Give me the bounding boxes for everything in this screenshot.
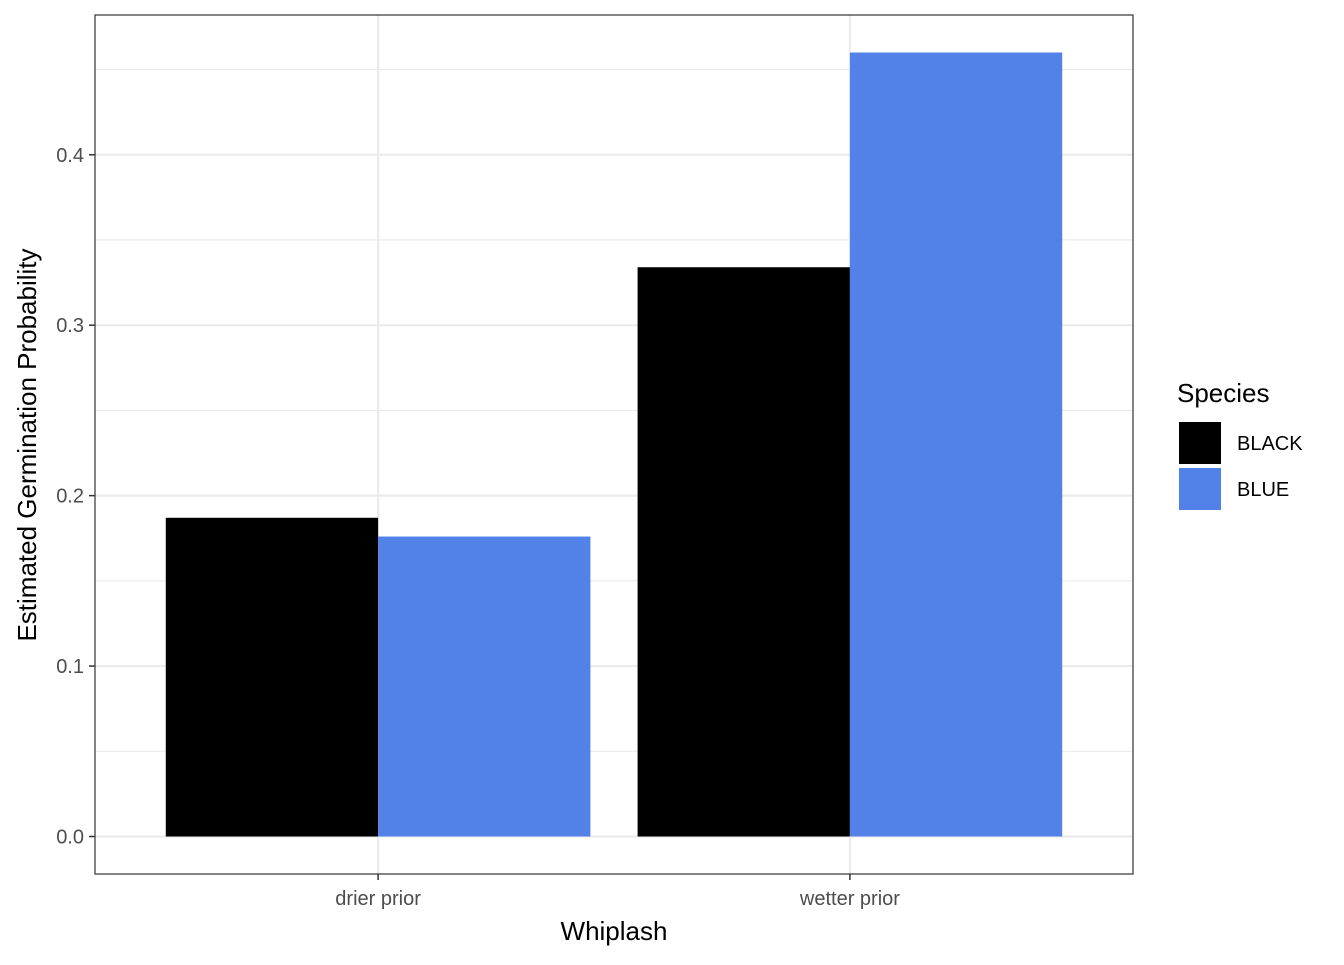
x-tick-label: drier prior [335,888,421,910]
bars [165,52,1063,837]
x-tick-label: wetter prior [799,888,900,910]
x-axis: drier prior wetter prior [335,874,900,910]
legend-label-blue: BLUE [1237,479,1289,501]
y-tick-label: 0.2 [56,486,84,508]
y-tick-label: 0.4 [56,145,84,167]
plot-panel-border [94,14,1134,875]
legend-key-blue [1179,468,1221,510]
legend-items: BLACK BLUE [1179,422,1303,510]
y-tick-label: 0.3 [56,315,84,337]
legend-label-black: BLACK [1237,433,1303,455]
bar-blue-drier-prior [378,536,591,837]
y-tick-label: 0.1 [56,656,84,678]
bar-blue-wetter-prior [849,52,1063,837]
legend: Species BLACK BLUE [1177,378,1303,510]
y-tick-label: 0.0 [56,827,84,849]
legend-title: Species [1177,378,1270,408]
y-axis-title: Estimated Germination Probability [12,248,42,641]
bar-black-drier-prior [165,517,379,837]
y-axis: 0.0 0.1 0.2 0.3 0.4 [56,145,95,849]
x-axis-title: Whiplash [561,916,668,946]
bar-black-wetter-prior [637,267,850,837]
legend-key-black [1179,422,1221,464]
